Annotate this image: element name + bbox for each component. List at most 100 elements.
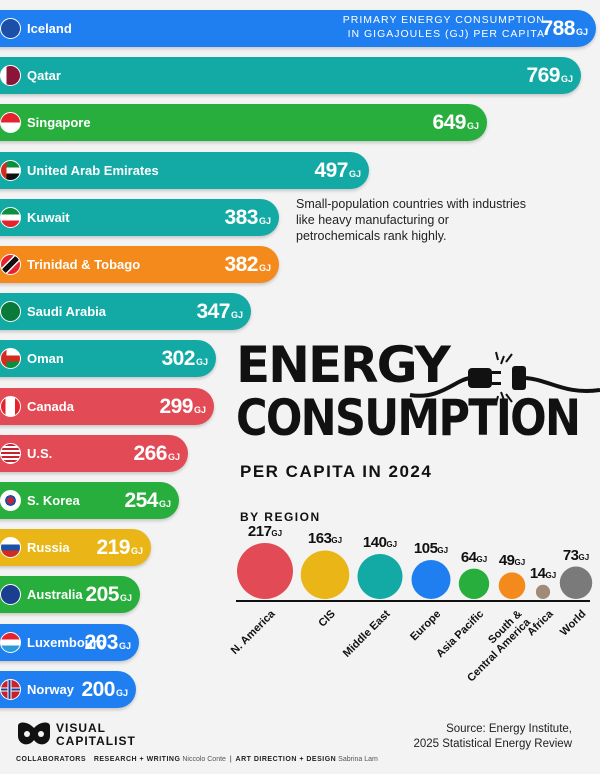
bar-kuwait: Kuwait 383GJ [0,198,279,236]
flag-icon [0,159,21,181]
bar-russia: Russia 219GJ [0,529,151,567]
metric-label: PRIMARY ENERGY CONSUMPTION IN GIGAJOULES… [343,13,545,41]
region-value-unit: GJ [331,536,343,546]
region-value-unit: GJ [545,570,557,580]
value-unit: GJ [118,640,131,651]
credits-separator: | [229,756,232,763]
country-label: Oman [27,351,64,367]
plug-icon [409,351,600,405]
region-value-label: 49GJ [482,552,542,570]
region-value-unit: GJ [578,552,590,562]
region-value-number: 217 [247,523,272,540]
value-label: 497GJ [314,152,361,193]
value-number: 266 [133,441,167,465]
bar-united-arab-emirates: United Arab Emirates 497GJ [0,151,369,189]
region-value-label: 105GJ [401,540,461,558]
bar-trinidad-tobago: Trinidad & Tobago 382GJ [0,246,279,283]
bubble-africa [535,584,551,599]
region-chart-title: BY REGION [240,510,321,524]
value-label: 347GJ [196,293,243,334]
credits-research-name: Niccolo Conte [182,756,226,763]
flag-icon [0,348,21,370]
flag-icon [0,584,21,606]
value-number: 299 [159,394,193,418]
value-number: 347 [196,300,230,324]
bar-norway: Norway 200GJ [0,670,136,708]
value-number: 769 [526,64,560,88]
region-value-unit: GJ [476,554,488,564]
region-baseline [236,600,590,602]
bubble-south-central-america [498,572,526,599]
value-unit: GJ [230,310,243,321]
value-unit: GJ [348,168,361,179]
bar-canada: Canada 299GJ [0,387,214,425]
value-label: 299GJ [159,388,206,429]
value-unit: GJ [115,687,128,698]
region-value-label: 217GJ [235,523,295,541]
country-label: Australia [27,587,83,603]
value-unit: GJ [560,74,573,85]
value-number: 383 [224,205,258,229]
country-label: Saudi Arabia [27,304,106,320]
bar-luxembourg: Luxembourg 203GJ [0,623,139,661]
credits-research-label: RESEARCH + WRITING [93,756,181,763]
flag-icon [0,301,21,323]
source: Source: Energy Institute, 2025 Statistic… [413,722,572,752]
bar-iceland: Iceland 788GJ [0,10,596,47]
value-label: 302GJ [161,340,208,381]
value-unit: GJ [258,215,271,226]
value-unit: GJ [158,499,171,509]
annotation-note: Small-population countries with industri… [296,197,526,243]
value-label: 266GJ [133,435,180,476]
value-number: 203 [84,630,118,654]
bar-singapore: Singapore 649GJ [0,104,487,142]
value-number: 254 [124,489,158,512]
value-unit: GJ [193,404,206,415]
region-value-unit: GJ [437,546,449,556]
flag-icon [0,631,21,653]
value-number: 302 [161,347,195,371]
region-value-number: 49 [498,552,515,570]
value-unit: GJ [466,121,479,132]
region-value-number: 163 [307,530,332,548]
country-label: Singapore [27,115,91,131]
metric-label-line1: PRIMARY ENERGY CONSUMPTION [342,14,545,26]
region-value-number: 140 [362,534,387,552]
value-label: 382GJ [224,246,271,287]
region-value-label: 140GJ [350,534,410,552]
value-unit: GJ [167,451,180,462]
metric-label-line2: IN GIGAJOULES (GJ) PER CAPITA [347,28,545,40]
country-label: Canada [27,398,74,414]
visual-capitalist-logo-icon [18,722,50,745]
bar-saudi-arabia: Saudi Arabia 347GJ [0,293,251,331]
country-label: United Arab Emirates [27,162,159,178]
flag-icon [0,206,21,228]
bubble-n-america [237,543,293,599]
flag-icon [0,395,21,417]
bar-s-korea: S. Korea 254GJ [0,482,179,519]
region-value-number: 14 [529,564,546,582]
value-number: 649 [432,111,466,135]
bar-australia: Australia 205GJ [0,576,140,614]
value-label: 649GJ [432,104,479,145]
country-label: Kuwait [27,209,70,225]
region-value-number: 64 [460,548,477,566]
region-value-number: 105 [413,540,438,558]
bubble-world [559,566,593,600]
region-value-number: 73 [562,546,579,564]
title-line1: ENERGY [236,336,451,394]
value-label: 383GJ [224,199,271,240]
country-label: Norway [27,681,74,697]
subtitle: PER CAPITA IN 2024 [240,462,433,481]
value-number: 200 [81,677,115,701]
credits-art-name: Sabrina Lam [338,756,378,763]
bar-oman: Oman 302GJ [0,340,216,378]
source-line1: Source: Energy Institute, [446,723,572,735]
country-label: Iceland [27,21,72,36]
value-label: 769GJ [526,57,573,98]
value-label: 200GJ [81,671,128,712]
value-label: 254GJ [124,482,171,523]
value-unit: GJ [119,593,132,604]
country-label: Russia [27,540,70,556]
